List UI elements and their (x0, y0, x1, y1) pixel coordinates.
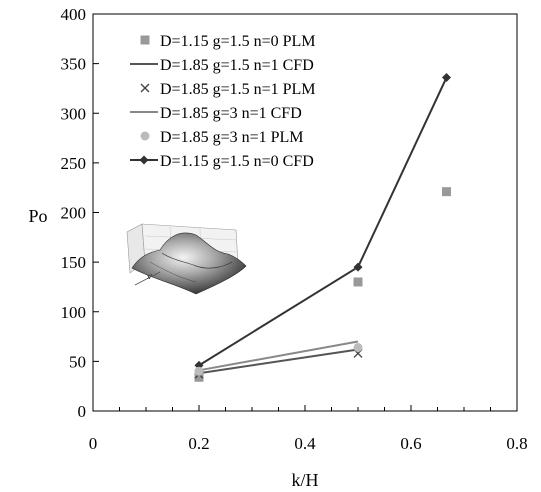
legend-item: D=1.85 g=1.5 n=1 CFD (130, 57, 314, 74)
legend-item: D=1.85 g=3 n=1 CFD (130, 105, 302, 122)
legend-label: D=1.85 g=3 n=1 PLM (160, 129, 304, 146)
y-tick-label: 100 (61, 303, 87, 322)
x-tick-label: 0.2 (188, 434, 209, 453)
series-layer (194, 73, 452, 382)
x-tick-label: 0.6 (400, 434, 421, 453)
legend-item: D=1.15 g=1.5 n=0 PLM (140, 33, 316, 50)
diamond-data-point (353, 262, 363, 272)
y-tick-label: 400 (61, 5, 87, 24)
circle-data-point (194, 366, 204, 376)
series-1 (198, 348, 359, 375)
square-data-point (442, 187, 452, 197)
series-3 (198, 340, 359, 372)
x-axis-ticks: 0 0.2 0.4 0.6 0.8 (89, 405, 528, 453)
circle-data-point (140, 131, 150, 141)
x-tick-label: 0.8 (506, 434, 527, 453)
diamond-data-point (139, 155, 149, 165)
y-tick-label: 150 (61, 253, 87, 272)
legend-item: D=1.15 g=1.5 n=0 CFD (130, 153, 314, 170)
y-axis-ticks: 0 50 100 150 200 250 300 350 400 (61, 5, 99, 421)
legend-label: D=1.85 g=3 n=1 CFD (160, 105, 302, 122)
legend-label: D=1.85 g=1.5 n=1 CFD (160, 57, 314, 74)
svg-text:x': x' (147, 273, 152, 281)
legend-item: D=1.85 g=3 n=1 PLM (140, 129, 304, 146)
legend: D=1.15 g=1.5 n=0 PLM D=1.85 g=1.5 n=1 CFD… (130, 33, 316, 170)
y-axis-title: Po (28, 206, 47, 226)
x-axis-title: k/H (292, 470, 319, 490)
surface-inset-image: x' (126, 223, 247, 295)
series-4 (194, 342, 363, 376)
series-0 (194, 187, 452, 382)
diamond-data-point (442, 73, 452, 83)
series-line (198, 340, 359, 372)
y-tick-label: 250 (61, 154, 87, 173)
square-data-point (353, 277, 363, 287)
legend-item: D=1.85 g=1.5 n=1 PLM (140, 81, 316, 98)
series-line (198, 348, 359, 375)
square-data-point (140, 35, 150, 45)
x-tick-label: 0 (89, 434, 98, 453)
y-tick-label: 200 (61, 204, 87, 223)
x-data-point (140, 83, 150, 93)
circle-data-point (353, 342, 363, 352)
square-data-point (194, 372, 204, 382)
x-tick-label: 0.4 (294, 434, 316, 453)
y-tick-label: 350 (61, 55, 87, 74)
legend-label: D=1.15 g=1.5 n=0 CFD (160, 153, 314, 170)
legend-label: D=1.85 g=1.5 n=1 PLM (160, 81, 316, 98)
legend-label: D=1.15 g=1.5 n=0 PLM (160, 33, 316, 50)
y-tick-label: 300 (61, 104, 87, 123)
y-tick-label: 50 (69, 352, 86, 371)
y-tick-label: 0 (78, 402, 87, 421)
